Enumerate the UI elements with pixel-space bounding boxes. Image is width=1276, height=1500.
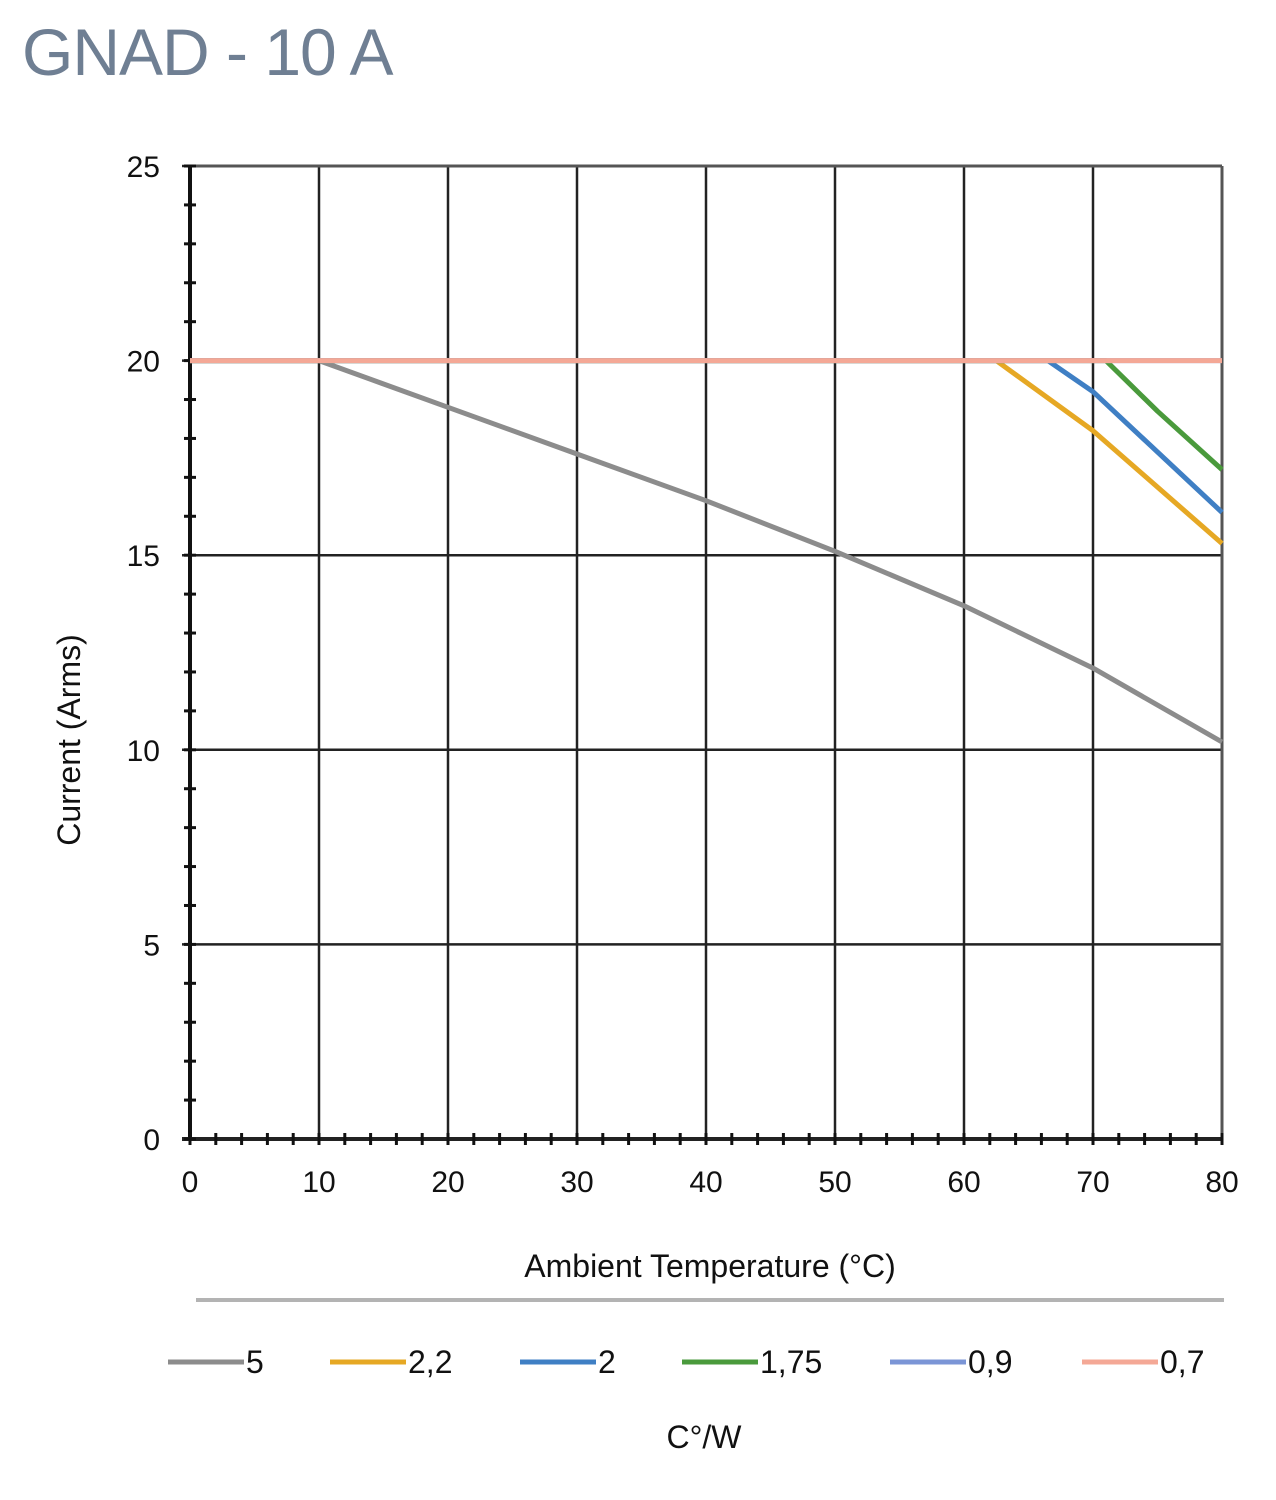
y-tick-label: 5 xyxy=(143,929,160,962)
y-tick-label: 15 xyxy=(127,540,160,573)
y-axis-label: Current (Arms) xyxy=(51,634,87,846)
minor-ticks xyxy=(184,164,1224,1145)
y-tick-label: 20 xyxy=(127,346,160,379)
x-tick-label: 20 xyxy=(431,1166,464,1199)
legend-label: 2,2 xyxy=(408,1344,452,1380)
x-tick-label: 30 xyxy=(560,1166,593,1199)
legend-label: 0,7 xyxy=(1160,1344,1204,1380)
x-tick-label: 0 xyxy=(182,1166,199,1199)
y-tick-label: 10 xyxy=(127,735,160,768)
y-tick-label: 0 xyxy=(143,1124,160,1157)
legend: 5 2,2 2 1,75 0,9 0,7 xyxy=(168,1344,1204,1380)
series-line-5 xyxy=(190,358,1224,745)
x-tick-label: 50 xyxy=(818,1166,851,1199)
x-axis-label: Ambient Temperature (°C) xyxy=(524,1248,895,1284)
x-tick-label: 70 xyxy=(1076,1166,1109,1199)
legend-label: 5 xyxy=(246,1344,264,1380)
legend-label: 2 xyxy=(598,1344,616,1380)
legend-label: 0,9 xyxy=(968,1344,1012,1380)
y-tick-label: 25 xyxy=(127,151,160,184)
legend-title: C°/W xyxy=(667,1419,743,1455)
chart-title: GNAD - 10 A xyxy=(22,15,393,89)
series-lines xyxy=(190,358,1224,745)
x-tick-label: 60 xyxy=(947,1166,980,1199)
y-tick-labels: 0 5 10 15 20 25 xyxy=(127,151,160,1157)
x-tick-label: 10 xyxy=(302,1166,335,1199)
x-tick-labels: 0 10 20 30 40 50 60 70 80 xyxy=(182,1166,1239,1199)
x-tick-label: 80 xyxy=(1205,1166,1238,1199)
legend-label: 1,75 xyxy=(760,1344,822,1380)
x-tick-label: 40 xyxy=(689,1166,722,1199)
